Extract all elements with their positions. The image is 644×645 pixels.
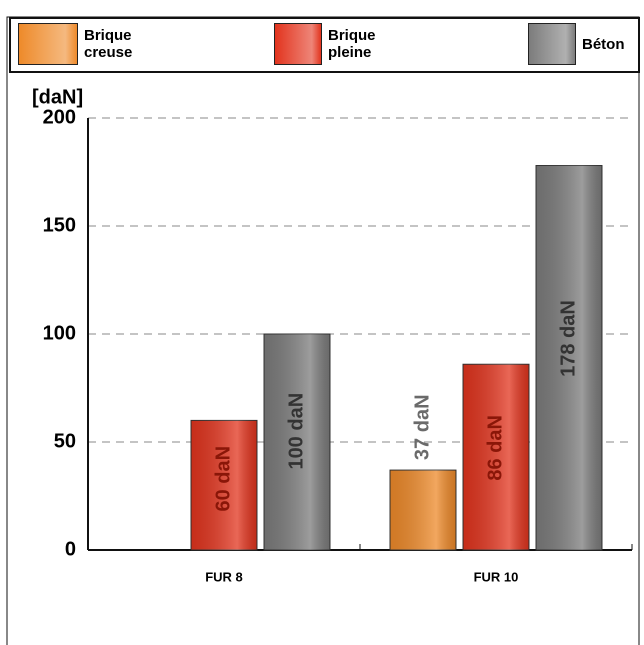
legend-label: Brique pleine	[328, 27, 376, 61]
bar-shine	[536, 165, 602, 550]
bar-shine	[390, 470, 456, 550]
legend-label: Béton	[582, 35, 625, 53]
y-tick-label: 50	[54, 430, 76, 452]
legend-swatch	[528, 23, 576, 65]
value-label: 37 daN	[411, 394, 433, 460]
bar-shine	[191, 420, 257, 550]
legend-item: Béton	[528, 22, 638, 66]
y-tick-label: 0	[65, 538, 76, 560]
value-label: 86 daN	[484, 415, 506, 481]
legend-item: Brique creuse	[18, 22, 154, 66]
y-tick-label: 150	[43, 214, 76, 236]
y-tick-label: 200	[43, 106, 76, 128]
x-tick-label: FUR 8	[205, 569, 243, 584]
bar-shine	[463, 364, 529, 550]
value-label: 178 daN	[557, 300, 579, 377]
x-tick-label: FUR 10	[474, 569, 519, 584]
bar-shine	[264, 334, 330, 550]
legend-item: Brique pleine	[274, 22, 398, 66]
value-label: 100 daN	[285, 393, 307, 470]
legend-swatch	[274, 23, 322, 65]
y-axis-label: [daN]	[32, 86, 83, 108]
value-label: 60 daN	[212, 446, 234, 512]
y-tick-label: 100	[43, 322, 76, 344]
legend-swatch	[18, 23, 78, 65]
legend-label: Brique creuse	[84, 27, 133, 61]
